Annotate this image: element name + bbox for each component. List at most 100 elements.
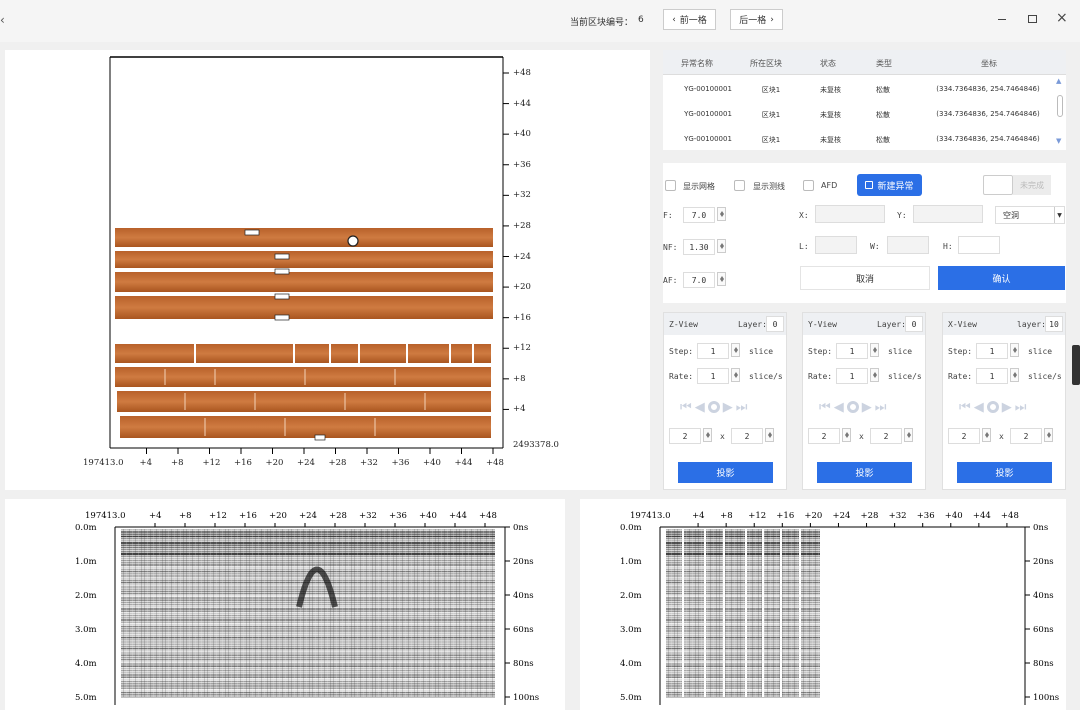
rate-stepper[interactable] — [1010, 368, 1019, 382]
scroll-up-icon[interactable]: ▲ — [1056, 77, 1062, 85]
layer-input[interactable]: 0 — [905, 316, 923, 332]
profile-x-tick: +48 — [1001, 511, 1019, 521]
l-input[interactable] — [815, 236, 857, 254]
show-lines-checkbox[interactable] — [734, 180, 745, 191]
type-select[interactable]: 空洞 ▼ — [995, 206, 1065, 224]
scroll-down-icon[interactable]: ▼ — [1056, 137, 1062, 145]
grid-rows-stepper[interactable] — [703, 428, 712, 442]
play-icon[interactable] — [846, 401, 859, 413]
profile-depth-tick: 2.0m — [75, 591, 97, 601]
prev-button[interactable]: ‹ 前一格 — [663, 9, 716, 30]
nf-input[interactable]: 1.30 — [683, 239, 715, 255]
grid-rows-stepper[interactable] — [842, 428, 851, 442]
grid-cols-input[interactable]: 2 — [1010, 428, 1042, 444]
show-grid-checkbox[interactable] — [665, 180, 676, 191]
last-frame-icon[interactable]: ⏭ — [1014, 399, 1027, 415]
grid-cols-input[interactable]: 2 — [870, 428, 902, 444]
af-input[interactable]: 7.0 — [683, 272, 715, 288]
profile-depth-tick: 0.0m — [75, 523, 97, 533]
h-input[interactable] — [958, 236, 1000, 254]
project-button[interactable]: 投影 — [957, 462, 1052, 483]
next-frame-icon[interactable]: ▶ — [722, 399, 733, 415]
grid-cols-stepper[interactable] — [765, 428, 774, 442]
toggle-switch[interactable] — [983, 175, 1013, 195]
table-row[interactable]: YG-00100001 区块1 未复核 松散 (334.7364836, 254.746… — [663, 102, 1055, 127]
rate-label: Rate: — [669, 372, 694, 381]
project-button[interactable]: 投影 — [678, 462, 773, 483]
grid-rows-input[interactable]: 2 — [948, 428, 980, 444]
af-stepper[interactable] — [717, 272, 726, 286]
gpr-strips — [115, 228, 493, 441]
step-stepper[interactable] — [870, 343, 879, 357]
cancel-button[interactable]: 取消 — [800, 266, 930, 290]
profile-x-tick: +44 — [973, 511, 991, 521]
w-input[interactable] — [887, 236, 929, 254]
step-input[interactable]: 1 — [836, 343, 868, 359]
next-frame-icon[interactable]: ▶ — [1001, 399, 1012, 415]
f-stepper[interactable] — [717, 207, 726, 221]
confirm-button[interactable]: 确认 — [938, 266, 1065, 290]
new-anomaly-button[interactable]: 新建异常 — [857, 174, 922, 196]
step-input[interactable]: 1 — [976, 343, 1008, 359]
h-label: H: — [943, 242, 953, 251]
profile-time-tick: 0ns — [513, 523, 528, 533]
profile-right-canvas[interactable]: 197413.0 +4 +8 +12 +16 +20 +24 +28 +32 +36 +40 +44 +… — [580, 499, 1066, 710]
grid-cols-stepper[interactable] — [904, 428, 913, 442]
import-button[interactable]: 未完成 — [1013, 175, 1051, 195]
nf-stepper[interactable] — [717, 239, 726, 253]
side-tab[interactable] — [1072, 345, 1080, 385]
grid-rows-input[interactable]: 2 — [808, 428, 840, 444]
grid-rows-stepper[interactable] — [982, 428, 991, 442]
last-frame-icon[interactable]: ⏭ — [874, 399, 887, 415]
f-input[interactable]: 7.0 — [683, 207, 715, 223]
rate-stepper[interactable] — [731, 368, 740, 382]
layer-input[interactable]: 10 — [1045, 316, 1063, 332]
rate-input[interactable]: 1 — [697, 368, 729, 384]
profile-left-canvas[interactable]: 197413.0 +4 +8 +12 +16 +20 +24 +28 +32 +36 +40 +44 +… — [5, 499, 565, 710]
play-icon[interactable] — [986, 401, 999, 413]
rate-input[interactable]: 1 — [836, 368, 868, 384]
step-input[interactable]: 1 — [697, 343, 729, 359]
close-icon[interactable]: × — [1056, 10, 1068, 26]
prev-frame-icon[interactable]: ◀ — [973, 399, 984, 415]
afd-checkbox[interactable] — [803, 180, 814, 191]
profile-x-tick: +48 — [479, 511, 497, 521]
next-button[interactable]: 后一格 › — [730, 9, 783, 30]
table-scrollbar[interactable]: ▲ ▼ — [1056, 77, 1064, 147]
first-frame-icon[interactable]: ⏮ — [959, 399, 971, 415]
minimize-icon[interactable] — [998, 19, 1006, 20]
trace-gap — [723, 529, 725, 697]
rate-stepper[interactable] — [870, 368, 879, 382]
first-frame-icon[interactable]: ⏮ — [680, 399, 692, 415]
layer-input[interactable]: 0 — [766, 316, 784, 332]
profile-depth-tick: 3.0m — [620, 625, 642, 635]
rate-input[interactable]: 1 — [976, 368, 1008, 384]
plan-view-panel: 197413.0 2493378.0 +4 +8 +12 +16 +20 +24 +28 +3… — [5, 50, 650, 490]
next-frame-icon[interactable]: ▶ — [861, 399, 872, 415]
prev-frame-icon[interactable]: ◀ — [694, 399, 705, 415]
step-stepper[interactable] — [731, 343, 740, 357]
y-input[interactable] — [913, 205, 983, 223]
view-header: Z-View Layer: 0 — [664, 313, 786, 335]
profile-time-tick: 40ns — [513, 591, 534, 601]
plan-view-canvas[interactable] — [5, 50, 650, 490]
prev-frame-icon[interactable]: ◀ — [833, 399, 844, 415]
plan-x-tick: +40 — [423, 458, 441, 468]
back-icon[interactable]: ‹ — [0, 13, 5, 27]
x-input[interactable] — [815, 205, 885, 223]
grid-cols-input[interactable]: 2 — [731, 428, 763, 444]
maximize-icon[interactable] — [1028, 15, 1037, 23]
scroll-thumb[interactable] — [1057, 95, 1063, 117]
grid-cols-stepper[interactable] — [1044, 428, 1053, 442]
profile-depth-tick: 5.0m — [75, 693, 97, 703]
table-row[interactable]: YG-00100001 区块1 未复核 松散 (334.7364836, 254.746… — [663, 77, 1055, 102]
trace-gap — [682, 529, 684, 697]
table-row[interactable]: YG-00100001 区块1 未复核 松散 (334.7364836, 254.746… — [663, 127, 1055, 152]
play-icon[interactable] — [707, 401, 720, 413]
radargram-traces — [666, 529, 820, 698]
grid-rows-input[interactable]: 2 — [669, 428, 701, 444]
first-frame-icon[interactable]: ⏮ — [819, 399, 831, 415]
project-button[interactable]: 投影 — [817, 462, 912, 483]
step-stepper[interactable] — [1010, 343, 1019, 357]
last-frame-icon[interactable]: ⏭ — [735, 399, 748, 415]
